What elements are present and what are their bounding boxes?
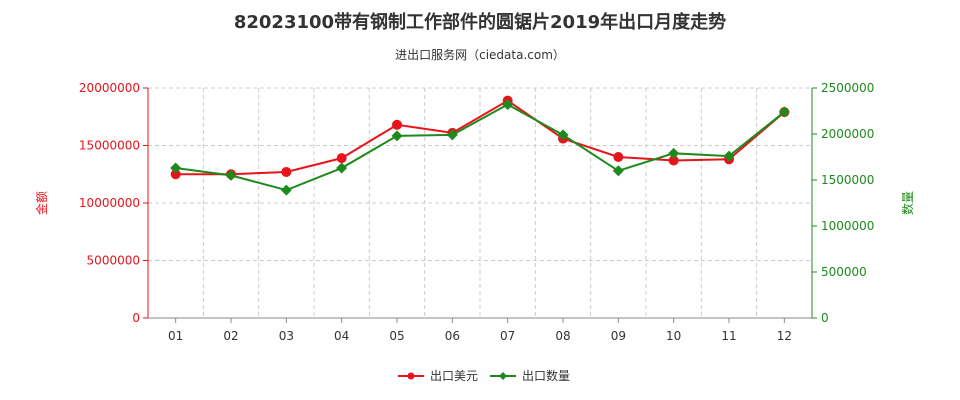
- data-point: [668, 147, 680, 159]
- x-tick-label: 05: [389, 329, 404, 343]
- data-point: [336, 162, 348, 174]
- data-point: [502, 99, 514, 111]
- y-left-tick-label: 10000000: [79, 196, 140, 210]
- data-point: [280, 184, 292, 196]
- y-right-tick-label: 0: [821, 311, 829, 325]
- legend-marker: [407, 372, 415, 380]
- axes-layer: 0 5000000 10000000 15000000 20000000 0 500000 1…: [34, 81, 915, 343]
- data-point: [225, 169, 237, 181]
- series-line: [175, 99, 785, 176]
- x-tick-label: 11: [721, 329, 736, 343]
- y-axis-right-title: 数量: [900, 191, 915, 215]
- grid-layer: [148, 87, 813, 318]
- legend: 出口美元 出口数量: [398, 368, 570, 383]
- data-point: [723, 150, 735, 162]
- x-tick-label: 07: [500, 329, 515, 343]
- x-tick-label: 02: [223, 329, 238, 343]
- data-point: [446, 129, 458, 141]
- data-point: [613, 152, 624, 162]
- data-point: [392, 119, 402, 130]
- y-left-tick-label: 20000000: [79, 81, 140, 95]
- data-point: [170, 169, 181, 180]
- data-point: [668, 155, 679, 166]
- data-point: [170, 162, 182, 174]
- y-left-tick-label: 5000000: [87, 254, 140, 268]
- y-left-tick-label: 15000000: [79, 139, 140, 153]
- x-tick-label: 01: [168, 329, 183, 343]
- series-layer: [170, 95, 790, 196]
- data-point: [612, 165, 624, 177]
- x-tick-label: 04: [334, 329, 349, 343]
- x-tick-label: 09: [611, 329, 626, 343]
- x-tick-label: 12: [777, 329, 792, 343]
- x-tick-label: 03: [279, 329, 294, 343]
- data-point: [778, 106, 790, 118]
- data-point: [391, 130, 403, 142]
- y-right-tick-label: 2000000: [821, 127, 874, 141]
- series-line: [175, 103, 785, 192]
- legend-marker: [499, 372, 507, 380]
- data-point: [557, 129, 569, 141]
- y-right-tick-label: 2500000: [821, 81, 874, 95]
- y-left-tick-label: 0: [132, 311, 140, 325]
- data-point: [281, 166, 292, 177]
- chart-subtitle: 进出口服务网（ciedata.com）: [395, 48, 565, 62]
- x-tick-label: 06: [445, 329, 460, 343]
- y-right-tick-label: 1500000: [821, 173, 874, 187]
- y-axis-left-title: 金额: [34, 191, 49, 215]
- data-point: [336, 153, 347, 164]
- x-tick-label: 10: [666, 329, 681, 343]
- chart-title: 82023100带有钢制工作部件的圆锯片2019年出口月度走势: [233, 12, 727, 33]
- y-right-tick-label: 1000000: [821, 219, 874, 233]
- x-tick-label: 08: [555, 329, 570, 343]
- legend-label: 出口美元: [430, 369, 478, 383]
- y-right-tick-label: 500000: [821, 265, 867, 279]
- legend-label: 出口数量: [522, 368, 570, 383]
